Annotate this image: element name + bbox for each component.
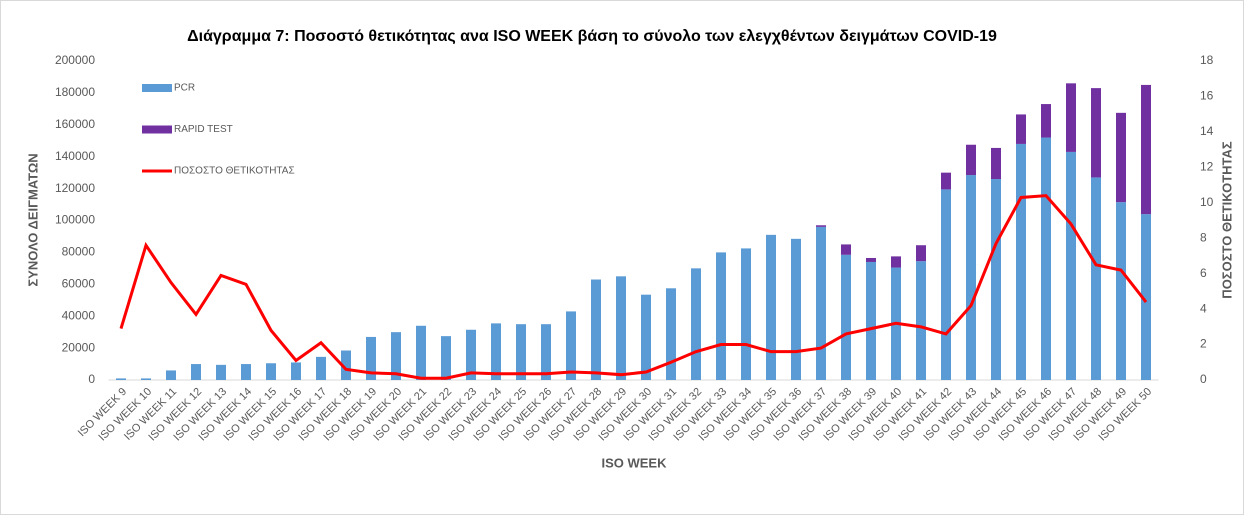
bar [966,144,976,176]
legend-swatch [142,84,172,92]
y2-tick-label: 0 [1200,372,1207,386]
bar [541,324,551,380]
y2-tick-label: 4 [1200,301,1207,315]
bar [191,364,201,380]
y2-tick-label: 2 [1200,337,1207,351]
y2-tick-label: 10 [1200,195,1214,209]
y-tick-label: 20000 [62,340,96,354]
bar [766,234,776,380]
bar [391,332,401,380]
bar [266,363,276,380]
bar [1041,137,1051,380]
bar [916,245,926,262]
legend-swatch [142,125,172,134]
y-tick-label: 200000 [55,53,95,67]
bar [891,256,901,268]
y-axis-title: ΣΥΝΟΛΟ ΔΕΙΓΜΑΤΩΝ [25,153,40,286]
chart-title: Διάγραμμα 7: Ποσοστό θετικότητας ανα ISO… [187,28,997,45]
bar [841,254,851,380]
legend-label: ΠΟΣΟΣΤΟ ΘΕΤΙΚΟΤΗΤΑΣ [174,166,295,177]
y-tick-label: 140000 [55,149,95,163]
line-series [119,194,1148,380]
bar [1016,143,1026,380]
x-axis-title: ISO WEEK [601,455,667,470]
bar [791,238,801,380]
y2-tick-label: 8 [1200,230,1207,244]
bar [1116,112,1126,203]
bar [316,356,326,380]
y-tick-label: 160000 [55,117,95,131]
bar [866,257,876,262]
bar [1091,177,1101,380]
bar [1141,84,1151,215]
bar [516,324,526,380]
y2-tick-label: 14 [1200,124,1214,138]
y2-tick-label: 18 [1200,53,1214,67]
bar [966,175,976,380]
y-tick-label: 120000 [55,181,95,195]
bar [241,364,251,380]
bar [366,336,376,380]
bar [291,362,301,380]
bar [1141,214,1151,380]
bar [591,279,601,380]
bar [141,378,151,380]
bar [991,179,1001,380]
bar [991,147,1001,180]
bar [491,323,501,380]
bar [641,294,651,380]
y2-tick-label: 12 [1200,160,1214,174]
bar [1066,151,1076,380]
y-tick-label: 0 [88,372,95,386]
y-tick-label: 80000 [62,245,96,259]
bar [941,172,951,190]
bar [866,261,876,380]
bar [916,261,926,380]
bar [741,248,751,380]
bar [616,276,626,380]
bar [416,325,426,380]
bar [1066,83,1076,152]
legend-label: PCR [174,83,195,94]
bar [691,268,701,380]
bar [816,226,826,380]
y-tick-label: 100000 [55,213,95,227]
bar [441,336,451,380]
legend-label: RAPID TEST [174,124,233,135]
bar [941,189,951,380]
bar [566,311,576,380]
y-tick-label: 40000 [62,308,96,322]
bar [1041,104,1051,138]
bar [1016,114,1026,144]
bar [1116,202,1126,380]
bar [341,350,351,380]
bar [666,288,676,380]
y2-tick-label: 16 [1200,89,1214,103]
bar [716,252,726,380]
y-tick-label: 60000 [62,276,96,290]
y-tick-label: 180000 [55,85,95,99]
bar [216,364,226,380]
y2-tick-label: 6 [1200,266,1207,280]
bar [841,244,851,255]
bar [166,370,176,380]
bar [116,378,126,380]
y2-axis-title: ΠΟΣΟΣΤΟ ΘΕΤΙΚΟΤΗΤΑΣ [1219,141,1234,299]
bar [1091,88,1101,178]
bar [466,329,476,380]
bar [816,225,826,227]
